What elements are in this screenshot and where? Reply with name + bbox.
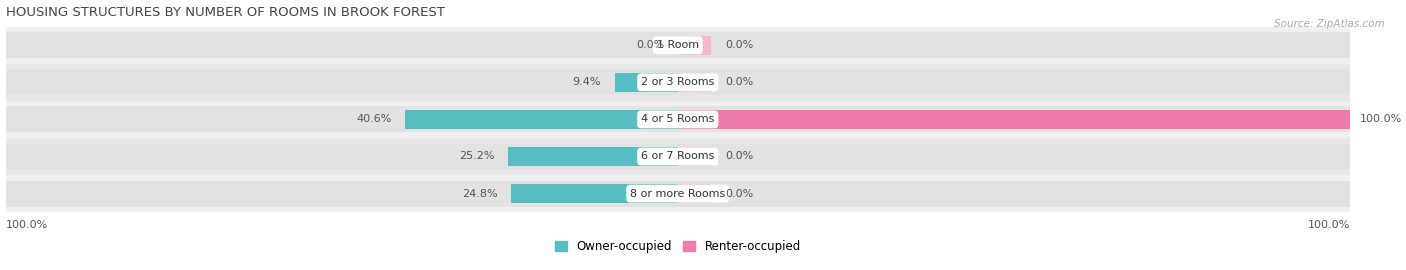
Bar: [678, 69, 1350, 95]
Text: 24.8%: 24.8%: [463, 188, 498, 199]
Bar: [678, 147, 711, 166]
Bar: [6, 69, 678, 95]
Text: 0.0%: 0.0%: [725, 40, 754, 50]
Text: 8 or more Rooms: 8 or more Rooms: [630, 188, 725, 199]
Legend: Owner-occupied, Renter-occupied: Owner-occupied, Renter-occupied: [550, 236, 806, 258]
Text: 2 or 3 Rooms: 2 or 3 Rooms: [641, 77, 714, 87]
Text: 40.6%: 40.6%: [356, 114, 391, 124]
Bar: [510, 184, 678, 203]
Text: 0.0%: 0.0%: [636, 40, 665, 50]
Text: Source: ZipAtlas.com: Source: ZipAtlas.com: [1274, 19, 1385, 29]
Bar: [6, 138, 1350, 175]
Bar: [6, 175, 1350, 212]
Bar: [6, 181, 678, 207]
Text: 4 or 5 Rooms: 4 or 5 Rooms: [641, 114, 714, 124]
Bar: [678, 73, 711, 92]
Bar: [405, 110, 678, 129]
Text: 6 or 7 Rooms: 6 or 7 Rooms: [641, 151, 714, 161]
Bar: [678, 106, 1350, 132]
Bar: [6, 101, 1350, 138]
Text: 9.4%: 9.4%: [572, 77, 602, 87]
Bar: [6, 144, 678, 170]
Text: 100.0%: 100.0%: [1308, 220, 1350, 230]
Text: 0.0%: 0.0%: [725, 77, 754, 87]
Bar: [614, 73, 678, 92]
Bar: [678, 36, 711, 55]
Text: HOUSING STRUCTURES BY NUMBER OF ROOMS IN BROOK FOREST: HOUSING STRUCTURES BY NUMBER OF ROOMS IN…: [6, 6, 444, 19]
Bar: [678, 184, 711, 203]
Text: 100.0%: 100.0%: [1360, 114, 1402, 124]
Bar: [6, 64, 1350, 101]
Text: 0.0%: 0.0%: [725, 151, 754, 161]
Bar: [678, 32, 1350, 58]
Bar: [6, 32, 678, 58]
Bar: [678, 181, 1350, 207]
Bar: [6, 27, 1350, 64]
Bar: [509, 147, 678, 166]
Text: 25.2%: 25.2%: [460, 151, 495, 161]
Bar: [678, 110, 1350, 129]
Bar: [6, 106, 678, 132]
Bar: [678, 144, 1350, 170]
Text: 1 Room: 1 Room: [657, 40, 699, 50]
Text: 100.0%: 100.0%: [6, 220, 48, 230]
Text: 0.0%: 0.0%: [725, 188, 754, 199]
